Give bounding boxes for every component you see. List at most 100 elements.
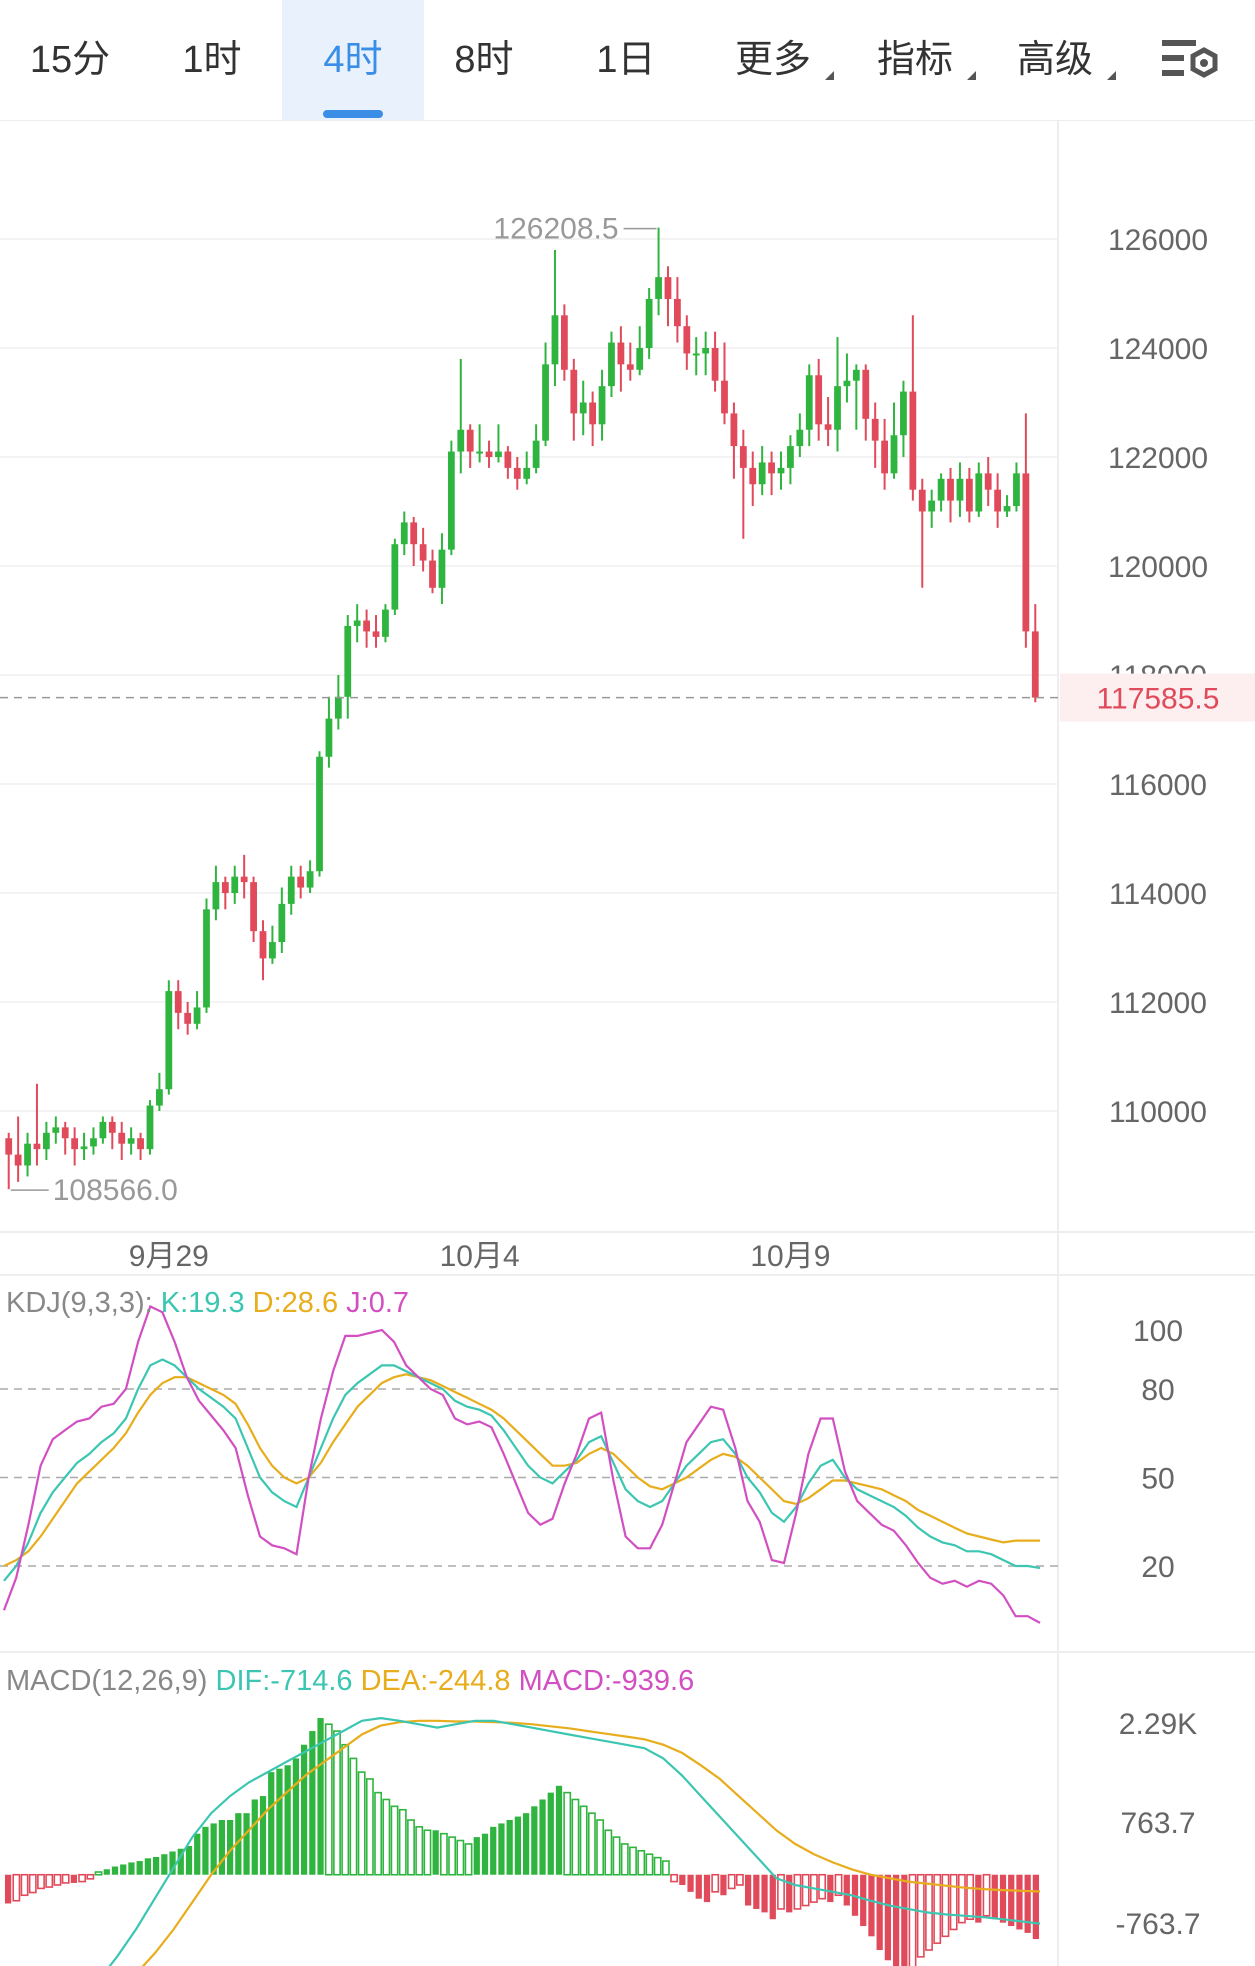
price-chart[interactable]: 1260001240001220001200001180001160001140… [0,120,1255,1966]
candle-body [852,369,860,381]
macd-bar [448,1836,457,1876]
candle-body [334,696,342,719]
macd-bar [753,1874,760,1909]
candle-body [900,391,907,436]
macd-bar [94,1871,103,1876]
macd-bar [37,1873,45,1890]
candle-body [476,451,484,454]
tab-3[interactable]: 8时 [424,0,544,120]
macd-bar [268,1772,275,1875]
candle-body [730,413,738,447]
macd-bar [620,1843,629,1876]
macd-bar [604,1829,613,1876]
kdj-tick-label: 100 [1133,1315,1183,1348]
macd-bar [128,1862,135,1875]
candle-body [749,467,757,485]
macd-bar [309,1731,316,1875]
candle-body [598,386,606,425]
tab-7[interactable]: 高级 [990,0,1120,120]
macd-legend-item: DIF:-714.6 [207,1665,352,1697]
dropdown-caret-icon [1107,71,1116,80]
macd-bar [834,1873,843,1897]
candle-body [589,402,597,425]
candle-body [909,391,917,490]
candle-body [579,402,587,414]
macd-legend-item: MACD(12,26,9) [6,1665,207,1697]
macd-bar [975,1874,982,1923]
tab-6[interactable]: 指标 [850,0,980,120]
candle-body [52,1127,60,1133]
candle-body [1013,473,1020,507]
candle-body [146,1105,154,1150]
candle-body [815,375,823,425]
macd-legend-item: MACD:-939.6 [511,1665,695,1697]
candle-body [438,549,446,588]
candle-body [156,1089,163,1106]
macd-tick-label: 763.7 [1120,1807,1195,1840]
candle-body [504,451,512,468]
date-axis-label: 10月4 [440,1240,520,1273]
candle-body [382,609,389,637]
candle-body [71,1138,79,1150]
tab-label: 4时 [323,39,383,81]
candle-body [542,364,549,441]
candle-body [90,1138,97,1147]
macd-bar [276,1768,283,1875]
macd-bar [761,1874,768,1913]
candle-body [636,348,644,370]
candle-body [127,1138,135,1144]
candle-body [353,620,361,626]
macd-bar [1024,1874,1031,1933]
macd-bar [884,1874,892,1961]
macd-bar [365,1778,374,1876]
macd-bar [916,1873,925,1958]
macd-bar [284,1765,291,1875]
macd-dea-line [141,1719,1041,1966]
tab-5[interactable]: 更多 [708,0,838,120]
macd-bar [695,1874,702,1899]
tab-0[interactable]: 15分 [10,0,130,120]
macd-bar [786,1874,793,1913]
candle-body [391,544,399,610]
macd-bar [596,1819,605,1876]
candle-body [24,1143,31,1166]
candle-body [608,342,615,387]
kdj-tick-label: 20 [1141,1551,1174,1584]
macd-bar [439,1832,448,1876]
candle-body [61,1127,69,1139]
macd-bar [218,1820,226,1875]
candle-body [80,1146,88,1150]
date-axis-label: 9月29 [129,1240,209,1273]
active-tab-indicator [323,110,383,118]
tab-label: 15分 [29,39,111,81]
candle-body [843,380,851,387]
candle-body [278,903,286,943]
macd-bar [703,1874,711,1903]
macd-bar [818,1873,827,1900]
dropdown-caret-icon [967,71,976,80]
tab-label: 1日 [596,39,656,81]
macd-bar [202,1826,209,1875]
macd-bar [957,1873,966,1924]
tab-2[interactable]: 4时 [282,0,424,120]
tab-4[interactable]: 1日 [566,0,686,120]
candle-body [617,342,625,365]
tab-1[interactable]: 1时 [152,0,272,120]
candle-body [947,478,954,501]
candle-body [570,369,578,414]
candle-body [400,522,408,545]
macd-bar [555,1785,563,1875]
tab-label: 1时 [182,39,242,81]
macd-bar [637,1849,646,1876]
macd-bar [999,1874,1007,1923]
candle-body [42,1132,50,1150]
macd-bar [12,1873,21,1902]
macd-bar [1032,1874,1040,1940]
macd-bar [152,1856,160,1875]
macd-bar [398,1808,407,1876]
macd-bar [169,1851,176,1875]
chart-settings-icon[interactable] [1160,36,1220,86]
macd-bar [522,1813,530,1875]
macd-bar [300,1744,308,1875]
kdj-legend-item: KDJ(9,3,3): [6,1287,153,1319]
